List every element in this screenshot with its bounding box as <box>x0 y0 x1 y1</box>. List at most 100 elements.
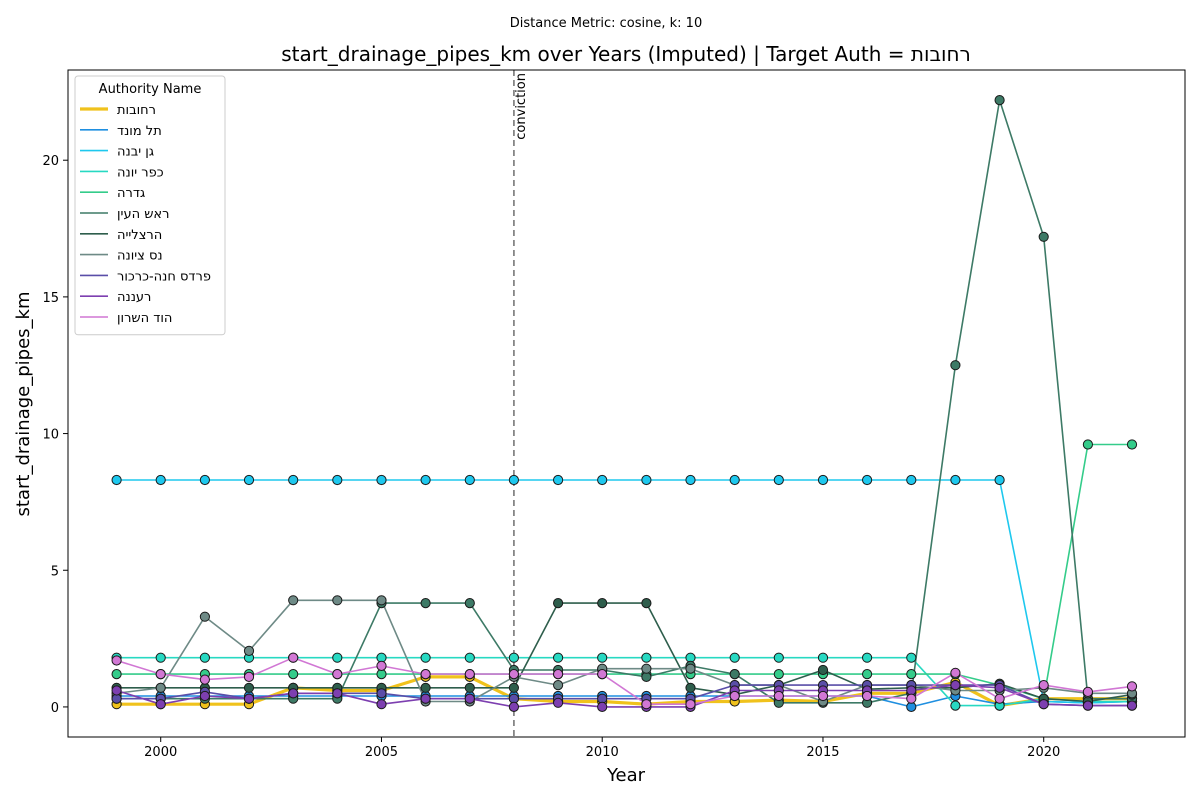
data-point-s2-2018 <box>950 474 961 486</box>
data-point-s5-2013 <box>729 669 740 680</box>
data-point-s2-1999 <box>111 474 122 486</box>
data-point-s9-2003 <box>288 688 299 699</box>
data-point-s9-2002 <box>243 693 255 704</box>
data-point-s3-2011 <box>641 652 652 663</box>
chart-title: start_drainage_pipes_km over Years (Impu… <box>281 42 971 66</box>
data-point-s3-2004 <box>332 652 343 663</box>
legend-label-7: נס ציונה <box>117 249 163 264</box>
data-point-s3-2008 <box>508 652 520 663</box>
y-axis-label: start_drainage_pipes_km <box>13 292 34 517</box>
data-point-s3-2014 <box>773 652 784 663</box>
legend: Authority Name רחובות תל מונד גן יבנה כפר יו… <box>74 75 226 336</box>
legend-label-0: רחובות <box>117 103 156 118</box>
data-point-s10-1999 <box>111 655 122 666</box>
data-point-s7-2011 <box>641 663 652 674</box>
data-point-s2-2009 <box>553 474 564 486</box>
data-point-s9-2008 <box>508 701 520 713</box>
data-point-s10-2012 <box>685 699 696 710</box>
data-point-s3-2017 <box>906 652 917 663</box>
data-point-s4-2021 <box>1082 439 1094 450</box>
data-point-s4-2017 <box>906 669 917 680</box>
data-point-s6-2009 <box>553 598 564 609</box>
data-point-s3-2000 <box>155 652 166 663</box>
series-line-7 <box>116 599 1132 703</box>
data-point-s2-2002 <box>243 474 255 486</box>
data-point-s2-2017 <box>906 474 917 486</box>
data-point-s2-2014 <box>773 474 784 486</box>
data-point-s10-2011 <box>641 699 652 710</box>
data-point-s7-2000 <box>155 682 166 693</box>
axes-frame <box>67 69 1186 738</box>
data-point-s10-2016 <box>862 690 873 702</box>
data-point-s10-2018 <box>950 667 961 678</box>
data-point-s9-2007 <box>464 693 475 704</box>
legend-label-2: גן יבנה <box>117 145 154 160</box>
data-point-s10-2021 <box>1082 686 1094 698</box>
data-point-s7-2002 <box>243 645 255 657</box>
series-line-3 <box>116 656 1132 707</box>
data-point-s5-2019 <box>994 95 1005 106</box>
data-point-s6-2010 <box>597 598 608 609</box>
data-point-s9-2009 <box>553 697 564 708</box>
data-point-s10-2014 <box>773 690 784 702</box>
data-point-s9-2021 <box>1082 700 1094 711</box>
legend-label-10: הוד השרון <box>117 311 172 326</box>
data-point-s7-2009 <box>553 680 564 691</box>
y-tick-label-0: 0 <box>51 701 59 716</box>
data-point-s2-2003 <box>288 474 299 486</box>
legend-label-5: ראש העין <box>117 207 169 222</box>
data-point-s2-2013 <box>729 474 740 486</box>
data-point-s3-2010 <box>597 652 608 663</box>
data-point-s9-2010 <box>597 701 608 713</box>
plot-area: 2000 2005 2010 2015 2020 0 5 10 15 20 conviction <box>42 69 1186 760</box>
data-point-s9-2001 <box>199 690 210 702</box>
data-point-s7-2003 <box>288 595 299 606</box>
data-point-s6-2008 <box>508 682 520 693</box>
legend-label-3: כפר יונה <box>117 165 164 180</box>
legend-box <box>74 75 226 336</box>
data-point-s10-2013 <box>729 690 740 702</box>
data-point-s7-2004 <box>332 595 343 606</box>
x-tick-label-2000: 2000 <box>144 745 177 760</box>
data-point-s2-2010 <box>597 474 608 486</box>
data-point-s6-2007 <box>464 682 475 693</box>
data-point-s7-2012 <box>685 663 696 674</box>
data-point-s10-2008 <box>508 669 520 680</box>
data-point-s2-2015 <box>817 474 829 486</box>
data-point-s9-1999 <box>111 685 122 696</box>
legend-label-9: רעננה <box>117 290 151 305</box>
series-line-10 <box>116 656 1133 706</box>
data-point-s2-2016 <box>862 474 873 486</box>
data-point-s3-2001 <box>199 652 210 663</box>
data-point-s5-2018 <box>950 360 961 371</box>
data-point-s9-2004 <box>332 688 343 699</box>
data-point-s2-2001 <box>199 474 210 486</box>
data-point-s7-2001 <box>199 611 210 622</box>
data-point-s9-2006 <box>420 693 431 704</box>
data-point-s2-2005 <box>376 474 387 486</box>
y-tick-label-5: 5 <box>51 564 59 579</box>
data-point-s2-2011 <box>641 474 652 486</box>
data-point-s6-2011 <box>641 598 652 609</box>
data-point-s9-2019 <box>994 682 1005 693</box>
data-point-s3-2015 <box>817 652 829 663</box>
chart-suptitle: Distance Metric: cosine, k: 10 <box>510 16 702 31</box>
y-tick-label-20: 20 <box>42 154 59 169</box>
data-point-s3-2006 <box>420 652 431 663</box>
data-point-s2-2000 <box>155 474 166 486</box>
data-point-s4-2003 <box>288 669 299 680</box>
data-point-s7-2005 <box>376 595 387 606</box>
data-point-s2-2012 <box>685 474 696 486</box>
data-point-s4-1999 <box>111 669 122 680</box>
x-tick-label-2010: 2010 <box>586 745 619 760</box>
data-point-s10-2002 <box>243 671 255 683</box>
data-point-s2-2019 <box>994 474 1005 486</box>
data-point-s9-2005 <box>376 699 387 710</box>
data-point-s3-2007 <box>464 652 475 663</box>
data-point-s2-2006 <box>420 474 431 486</box>
data-point-s10-2022 <box>1126 681 1138 692</box>
data-point-s3-2009 <box>553 652 564 663</box>
data-point-s3-2016 <box>862 652 873 663</box>
